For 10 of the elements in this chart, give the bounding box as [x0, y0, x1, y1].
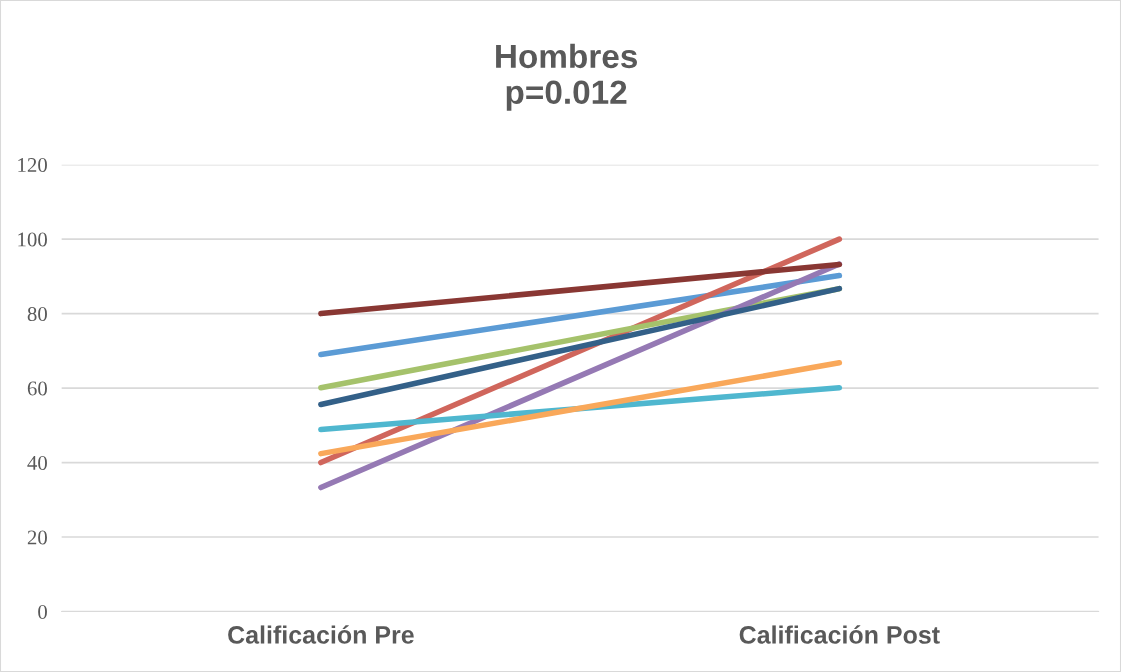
chart-title: Hombres p=0.012 — [496, 43, 637, 111]
y-tick-label: 0 — [38, 604, 47, 619]
x-tick-label: Calificación Post — [739, 625, 940, 644]
y-tick-label: 40 — [27, 455, 47, 470]
y-tick-label: 20 — [27, 530, 47, 545]
y-tick-label: 80 — [27, 306, 47, 322]
y-tick-label: 60 — [27, 381, 47, 396]
y-tick-label: 100 — [18, 232, 47, 247]
x-tick-label: Calificación Pre — [228, 625, 414, 644]
y-tick-label: 120 — [18, 158, 47, 173]
